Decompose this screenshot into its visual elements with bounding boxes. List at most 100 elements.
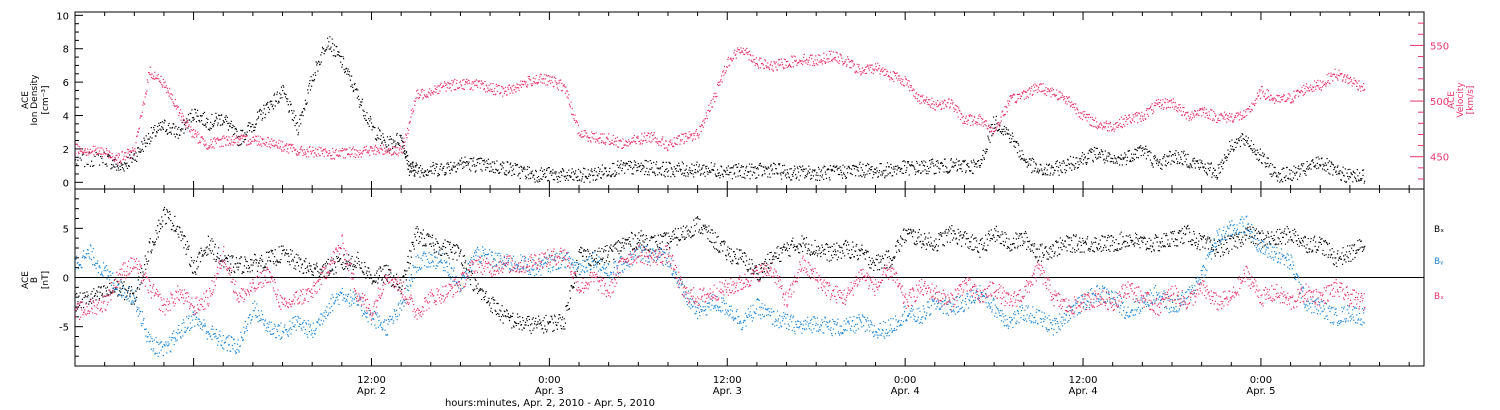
velocity-point <box>898 75 901 77</box>
velocity-point <box>496 90 499 93</box>
velocity-point <box>920 96 922 98</box>
density-point <box>262 112 264 114</box>
velocity-point <box>185 127 187 129</box>
velocity-point <box>938 103 940 105</box>
velocity-point <box>953 107 955 109</box>
density-point <box>1212 172 1214 174</box>
density-point <box>584 168 586 170</box>
density-point <box>1057 170 1059 172</box>
density-point <box>1191 166 1193 169</box>
density-point <box>730 171 732 173</box>
density-point <box>1111 160 1113 163</box>
velocity-point <box>451 84 454 86</box>
velocity-point <box>466 81 468 83</box>
velocity-point <box>818 61 820 63</box>
velocity-label-line1: ACE <box>1447 91 1457 109</box>
velocity-point <box>1058 91 1060 93</box>
density-point <box>401 146 403 148</box>
velocity-point <box>979 116 981 118</box>
density-point <box>1090 148 1092 150</box>
velocity-point <box>1237 115 1239 117</box>
density-point <box>1228 153 1230 155</box>
density-point <box>1115 162 1117 164</box>
velocity-point <box>439 90 441 92</box>
density-point <box>1315 164 1317 166</box>
density-point <box>1289 173 1291 175</box>
velocity-point <box>105 153 107 155</box>
velocity-point <box>311 152 313 154</box>
velocity-point <box>249 138 251 140</box>
velocity-point <box>1306 90 1308 92</box>
velocity-point <box>213 138 215 140</box>
velocity-point <box>92 145 94 147</box>
density-point <box>850 172 852 175</box>
velocity-point <box>996 122 999 124</box>
density-point <box>1190 164 1192 166</box>
density-point <box>1048 164 1050 166</box>
bx-point <box>186 248 188 250</box>
density-point <box>1120 158 1122 160</box>
density-point <box>640 170 642 173</box>
density-point <box>519 177 521 179</box>
velocity-point <box>1327 81 1329 83</box>
density-point <box>630 166 632 168</box>
density-point <box>1348 176 1350 178</box>
velocity-point <box>515 91 517 93</box>
velocity-point <box>1083 115 1085 117</box>
bx-point <box>160 228 162 230</box>
velocity-point <box>580 133 582 135</box>
density-point <box>296 122 298 124</box>
bx-point <box>164 214 166 216</box>
density-point <box>153 129 155 131</box>
velocity-point <box>581 130 583 132</box>
velocity-point <box>585 132 588 134</box>
density-point <box>1358 180 1360 182</box>
density-point <box>636 166 638 169</box>
velocity-point <box>125 155 127 157</box>
velocity-point <box>1319 88 1321 90</box>
density-point <box>788 176 790 178</box>
velocity-point <box>170 93 172 95</box>
velocity-point <box>727 58 729 60</box>
density-point <box>639 164 641 167</box>
y-tick-label: 2 <box>63 145 69 156</box>
density-point <box>258 116 260 118</box>
density-point <box>1323 165 1325 167</box>
density-point <box>788 177 790 179</box>
density-point <box>259 109 261 111</box>
density-point <box>650 168 652 170</box>
density-point <box>819 179 821 181</box>
velocity-point <box>1182 111 1184 113</box>
velocity-point <box>746 47 748 49</box>
density-point <box>1279 173 1281 175</box>
density-point <box>597 166 599 169</box>
density-point <box>1042 172 1044 174</box>
density-point <box>941 162 943 165</box>
density-point <box>554 171 556 173</box>
bx-point <box>157 225 159 227</box>
velocity-point <box>1098 125 1100 127</box>
density-point <box>325 49 328 51</box>
density-point <box>189 119 191 121</box>
velocity-point <box>459 81 461 84</box>
velocity-point <box>237 141 239 143</box>
velocity-point <box>339 154 341 156</box>
density-point <box>1128 150 1130 152</box>
density-point <box>699 169 701 171</box>
density-point <box>1137 147 1139 149</box>
velocity-point <box>1202 107 1204 109</box>
velocity-point <box>149 73 151 75</box>
velocity-point <box>1032 84 1035 86</box>
density-point <box>494 172 496 174</box>
bottom-series-group <box>75 206 1366 357</box>
velocity-point <box>291 145 293 147</box>
velocity-point <box>1110 126 1112 128</box>
velocity-point <box>946 106 948 108</box>
density-point <box>724 170 726 172</box>
bx-point <box>150 252 152 254</box>
velocity-point <box>1158 106 1161 108</box>
density-point <box>1232 148 1234 150</box>
velocity-point <box>798 62 800 64</box>
velocity-point <box>822 60 824 62</box>
velocity-point <box>108 150 110 152</box>
